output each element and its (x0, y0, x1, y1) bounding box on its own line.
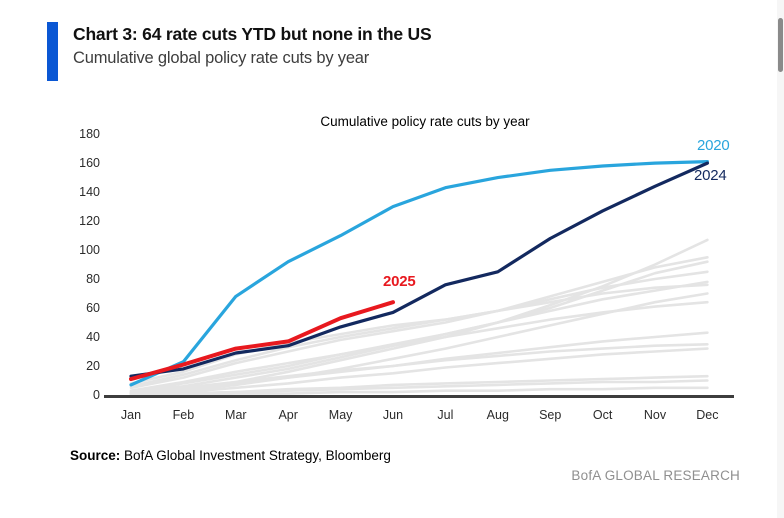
chart-header: Chart 3: 64 rate cuts YTD but none in th… (47, 22, 432, 81)
prior-year-line (129, 379, 709, 397)
plot-title: Cumulative policy rate cuts by year (320, 114, 530, 129)
x-tick-label: Sep (539, 408, 562, 422)
y-tick-label: 180 (79, 127, 100, 142)
y-tick-label: 100 (79, 243, 100, 258)
y-tick-label: 80 (86, 272, 100, 286)
x-tick-label: May (328, 408, 353, 422)
x-tick-label: Nov (643, 408, 667, 422)
prior-year-line (129, 280, 709, 394)
series-line-2020 (129, 160, 710, 387)
x-tick-label: Jan (120, 408, 142, 422)
y-tick-label: 120 (79, 214, 100, 229)
page-subtitle: Cumulative global policy rate cuts by ye… (73, 48, 370, 67)
y-tick-label: 60 (86, 301, 100, 315)
y-tick-label: 40 (86, 330, 100, 344)
y-tick-label: 160 (79, 156, 100, 171)
series-line-2025 (129, 300, 395, 382)
x-tick-label: Jul (437, 408, 454, 422)
y-tick-label: 0 (93, 388, 100, 402)
prior-year-line (129, 300, 709, 393)
y-tick-label: 140 (79, 185, 100, 200)
source-label: Source: (70, 448, 121, 463)
page-title: Chart 3: 64 rate cuts YTD but none in th… (73, 24, 432, 44)
x-tick-label: Feb (172, 408, 195, 422)
x-tick-label: Aug (486, 408, 509, 422)
prior-year-line (129, 347, 709, 395)
series-label-2025: 2025 (383, 273, 416, 290)
source-note: Source: BofA Global Investment Strategy,… (70, 448, 391, 463)
scrollbar-track[interactable] (777, 0, 784, 518)
y-tick-label: 20 (86, 359, 100, 373)
x-tick-label: Apr (278, 408, 298, 422)
x-tick-label: Dec (696, 408, 719, 422)
x-tick-label: Mar (225, 408, 247, 422)
prior-year-line (129, 255, 709, 390)
accent-bar (47, 22, 58, 81)
scrollbar-thumb[interactable] (778, 18, 783, 72)
prior-year-line (129, 342, 709, 394)
source-text: BofA Global Investment Strategy, Bloombe… (120, 448, 391, 463)
series-label-2024: 2024 (694, 167, 727, 184)
prior-year-line (129, 270, 709, 388)
x-tick-label: Oct (592, 408, 613, 422)
series-label-2020: 2020 (697, 137, 730, 154)
x-tick-label: Jun (382, 408, 404, 422)
series-line-2024 (129, 161, 710, 378)
brand-mark: BofA GLOBAL RESEARCH (571, 468, 740, 483)
prior-year-line (129, 386, 709, 397)
